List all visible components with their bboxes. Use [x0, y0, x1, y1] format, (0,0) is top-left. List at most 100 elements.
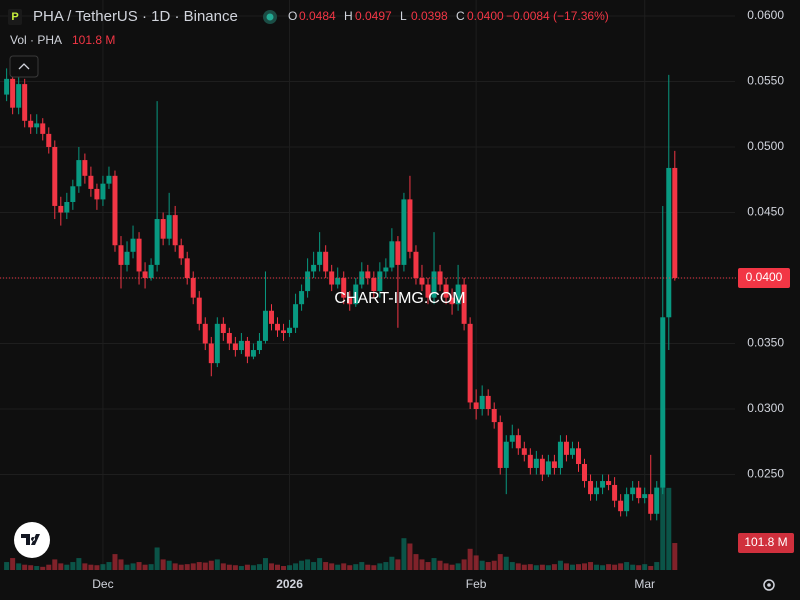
candle-body: [618, 500, 624, 512]
candle-body: [256, 340, 262, 351]
candle-body: [106, 175, 112, 184]
candle-body: [563, 441, 569, 455]
candle-body: [287, 327, 293, 334]
volume-bar: [214, 559, 220, 570]
candle-body: [515, 435, 521, 449]
collapse-button[interactable]: [9, 55, 39, 78]
candle-body: [395, 241, 401, 265]
volume-bar: [323, 562, 329, 570]
candle-body: [112, 175, 118, 246]
candle-body: [407, 199, 413, 252]
volume-bar: [64, 564, 70, 570]
y-tick-label: 0.0250: [747, 467, 784, 481]
volume-bar: [467, 548, 473, 570]
candle-body: [666, 167, 672, 318]
candle-body: [190, 277, 196, 298]
candle-body: [208, 343, 214, 364]
chart-title: PHA / TetherUS · 1D · Binance: [33, 8, 238, 25]
volume-bar: [10, 558, 16, 570]
volume-bar: [600, 565, 606, 570]
volume-bar: [582, 563, 588, 570]
volume-bar: [672, 543, 678, 570]
candle-body: [509, 435, 515, 442]
candle-body: [539, 458, 545, 475]
volume-bar: [642, 564, 648, 570]
candle-body: [323, 251, 329, 272]
settings-icon[interactable]: [763, 579, 775, 591]
volume-bar: [317, 558, 323, 570]
x-tick-label: Dec: [92, 577, 113, 591]
candle-body: [527, 454, 533, 468]
candle-body: [353, 284, 359, 305]
volume-bar: [497, 554, 503, 570]
candle-body: [479, 395, 485, 409]
symbol-logo: [8, 9, 22, 25]
symbol-logo-letter: P: [11, 11, 18, 23]
volume-bar: [268, 563, 274, 570]
ohlc-value: 0.0484: [299, 9, 336, 23]
volume-bar: [648, 566, 654, 570]
volume-bar: [347, 565, 353, 570]
volume-bar: [666, 487, 672, 570]
volume-bar: [654, 562, 660, 570]
candle-body: [232, 343, 238, 351]
candle-body: [425, 284, 431, 298]
volume-bar: [76, 558, 82, 570]
candle-body: [220, 323, 226, 334]
y-tick-label: 0.0550: [747, 74, 784, 88]
candle-body: [22, 84, 28, 121]
volume-bar: [184, 564, 190, 570]
volume-bar: [377, 563, 383, 570]
candle-body: [94, 188, 100, 200]
volume-bar: [160, 559, 166, 570]
candle-body: [262, 310, 268, 341]
volume-bar: [365, 564, 371, 570]
volume-bar: [208, 560, 214, 570]
price-label: 0.0400: [746, 270, 783, 284]
candle-body: [365, 271, 371, 278]
candle-body: [594, 487, 600, 495]
candle-body: [160, 219, 166, 239]
volume-bar: [660, 440, 666, 570]
candle-body: [64, 202, 70, 213]
candle-body: [130, 238, 136, 252]
volume-bar: [527, 564, 533, 570]
candle-body: [455, 284, 461, 305]
volume-bar: [196, 562, 202, 570]
volume-bar: [419, 559, 425, 570]
volume-bar: [563, 563, 569, 570]
volume-bar: [166, 560, 172, 570]
candle-body: [238, 340, 244, 351]
volume-bar: [383, 562, 389, 570]
volume-bar: [395, 559, 401, 570]
volume-bar: [250, 565, 256, 570]
volume-bar: [106, 562, 112, 570]
candle-body: [612, 484, 618, 501]
y-tick-label: 0.0500: [747, 139, 784, 153]
volume-bar: [413, 554, 419, 570]
candle-body: [293, 304, 299, 328]
volume-bar: [46, 564, 52, 570]
candle-body: [347, 297, 353, 305]
candle-body: [305, 271, 311, 292]
volume-bar: [70, 562, 76, 570]
candle-body: [34, 123, 40, 128]
x-tick-label: Mar: [634, 577, 655, 591]
volume-bar: [202, 562, 208, 570]
volume-legend-value: 101.8 M: [72, 33, 115, 47]
x-tick-label: 2026: [276, 577, 303, 591]
volume-bar: [281, 566, 287, 570]
volume-bar: [172, 563, 178, 570]
volume-bar: [353, 564, 359, 570]
volume-bar: [256, 564, 262, 570]
candle-body: [142, 271, 148, 278]
volume-bar: [148, 564, 154, 570]
volume-bar: [94, 565, 100, 570]
volume-bar: [220, 563, 226, 570]
candle-body: [281, 330, 287, 334]
ohlc-key: O: [288, 9, 297, 23]
candle-body: [461, 284, 467, 324]
candle-body: [317, 251, 323, 265]
volume-bar: [539, 564, 545, 570]
